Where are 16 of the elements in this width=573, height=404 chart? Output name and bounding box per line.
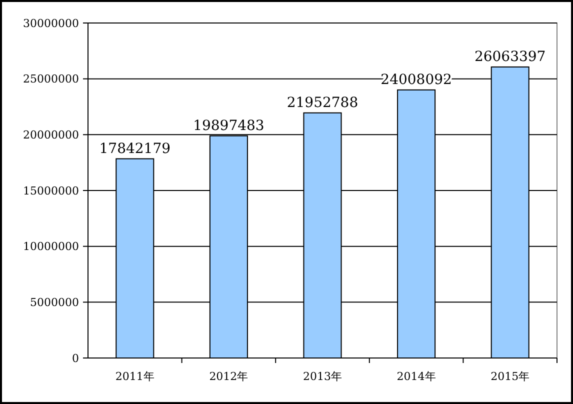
x-tick-label: 2012年 (209, 370, 248, 383)
y-tick-label: 0 (72, 352, 79, 365)
data-label: 21952788 (286, 94, 358, 111)
y-tick-label: 25000000 (23, 72, 79, 86)
y-tick-label: 30000000 (23, 16, 79, 30)
data-label: 26063397 (474, 48, 546, 65)
x-tick-label: 2011年 (115, 370, 154, 383)
x-tick-label: 2015年 (490, 370, 530, 383)
y-tick-label: 10000000 (23, 240, 79, 254)
x-tick-label: 2013年 (303, 370, 342, 383)
y-tick-label: 15000000 (23, 184, 79, 198)
data-label: 17842179 (99, 140, 171, 157)
y-tick-label: 20000000 (23, 128, 79, 142)
y-tick-label: 5000000 (30, 296, 79, 310)
data-label: 19897483 (193, 118, 264, 134)
x-tick-label: 2014年 (396, 370, 436, 383)
